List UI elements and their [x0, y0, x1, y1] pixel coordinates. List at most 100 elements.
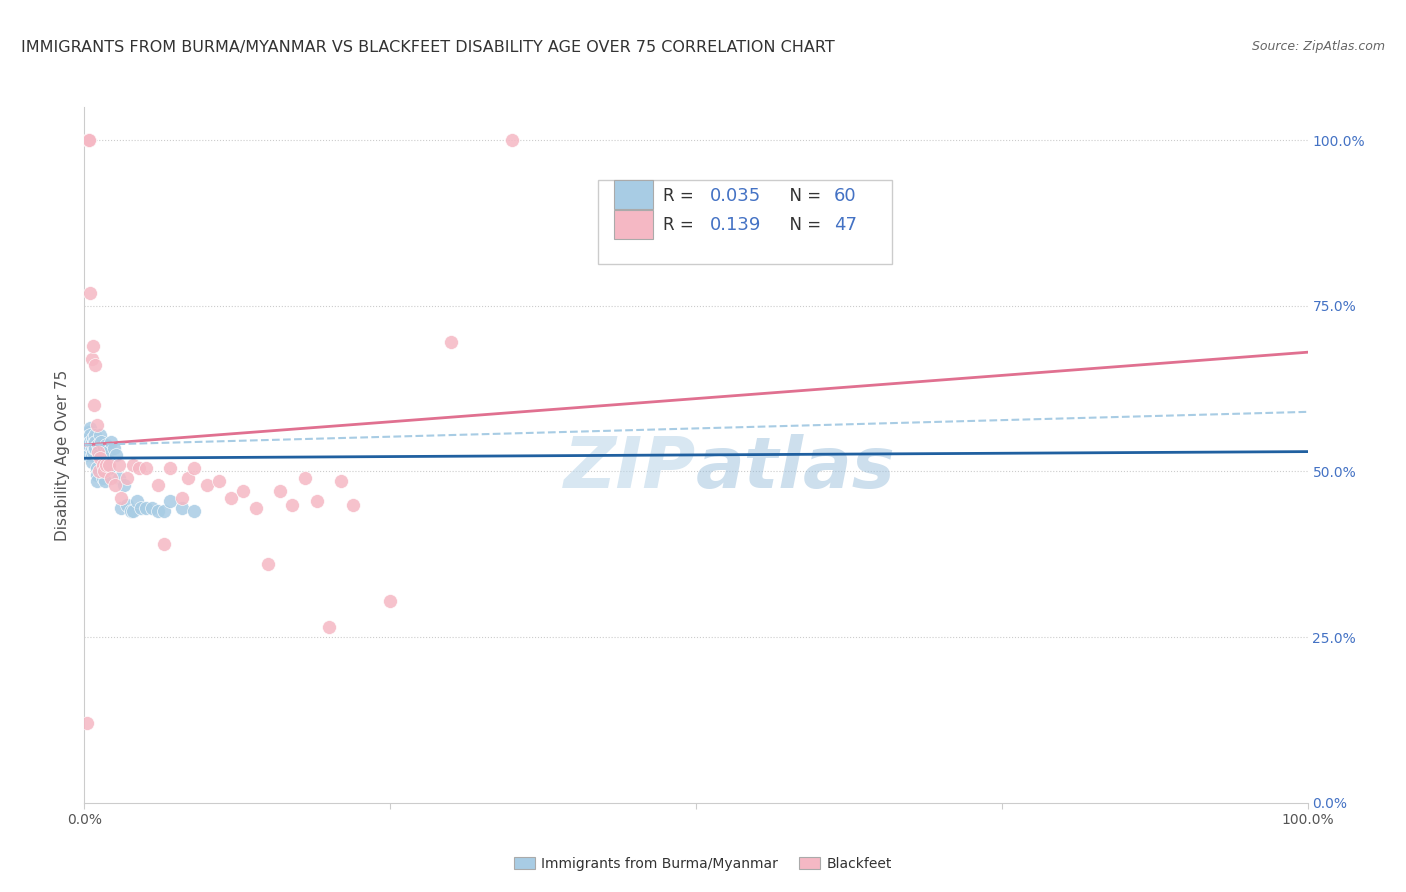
- Point: [82, 438, 104, 452]
- Text: 60: 60: [834, 187, 856, 205]
- Point: [77, 425, 100, 439]
- Point: [77, 431, 100, 445]
- Point: [135, 461, 157, 475]
- Point: [86, 467, 108, 482]
- Point: [77, 448, 100, 462]
- Point: [87, 465, 110, 479]
- Point: [122, 458, 145, 472]
- Point: [83, 434, 105, 449]
- Point: [76, 425, 98, 439]
- Point: [146, 477, 169, 491]
- Point: [83, 398, 105, 412]
- Point: [257, 558, 280, 572]
- Text: atlas: atlas: [696, 434, 896, 503]
- Point: [87, 442, 110, 456]
- Point: [77, 133, 100, 147]
- Point: [79, 285, 101, 300]
- Point: [177, 471, 200, 485]
- Point: [82, 338, 104, 352]
- Point: [281, 498, 304, 512]
- Text: ZIP: ZIP: [564, 434, 696, 503]
- Point: [87, 438, 110, 452]
- Point: [103, 442, 125, 456]
- Point: [82, 431, 104, 445]
- Point: [104, 477, 127, 491]
- Point: [91, 471, 114, 485]
- Point: [77, 438, 100, 452]
- Point: [115, 498, 138, 512]
- Point: [502, 133, 524, 147]
- Point: [318, 620, 340, 634]
- Point: [120, 504, 142, 518]
- Point: [93, 465, 115, 479]
- Point: [76, 444, 98, 458]
- Point: [141, 500, 163, 515]
- Point: [79, 428, 101, 442]
- Point: [125, 494, 148, 508]
- Text: Source: ZipAtlas.com: Source: ZipAtlas.com: [1251, 40, 1385, 54]
- Point: [80, 448, 103, 462]
- Point: [135, 500, 157, 515]
- Point: [93, 442, 115, 456]
- Point: [110, 491, 132, 505]
- Text: N =: N =: [779, 217, 827, 235]
- Point: [77, 428, 100, 442]
- Point: [97, 458, 120, 472]
- Point: [90, 434, 112, 449]
- Point: [153, 504, 176, 518]
- Point: [122, 504, 145, 518]
- Point: [87, 448, 110, 462]
- Point: [172, 500, 194, 515]
- Point: [219, 491, 242, 505]
- Point: [94, 475, 117, 489]
- Point: [269, 484, 291, 499]
- Point: [107, 471, 129, 485]
- Point: [89, 451, 111, 466]
- Point: [86, 461, 108, 475]
- Point: [79, 434, 101, 449]
- Point: [115, 471, 138, 485]
- Text: R =: R =: [664, 217, 699, 235]
- Point: [80, 442, 103, 456]
- Point: [107, 458, 129, 472]
- Point: [380, 593, 402, 607]
- Point: [80, 454, 103, 468]
- Point: [97, 444, 120, 458]
- Point: [79, 421, 101, 435]
- Point: [80, 351, 103, 366]
- Point: [159, 461, 181, 475]
- Y-axis label: Disability Age Over 75: Disability Age Over 75: [55, 369, 70, 541]
- Point: [86, 418, 108, 433]
- Point: [75, 444, 97, 458]
- FancyBboxPatch shape: [598, 180, 891, 264]
- Point: [195, 477, 218, 491]
- Point: [183, 461, 205, 475]
- Point: [97, 461, 120, 475]
- Point: [305, 494, 328, 508]
- Point: [84, 428, 107, 442]
- Text: 0.139: 0.139: [710, 217, 761, 235]
- Point: [84, 359, 107, 373]
- Point: [76, 438, 98, 452]
- Text: R =: R =: [664, 187, 699, 205]
- Point: [129, 500, 152, 515]
- Point: [172, 491, 194, 505]
- Point: [245, 500, 267, 515]
- Point: [84, 434, 107, 449]
- Point: [440, 335, 463, 350]
- Point: [77, 133, 100, 147]
- Point: [75, 434, 97, 449]
- Text: IMMIGRANTS FROM BURMA/MYANMAR VS BLACKFEET DISABILITY AGE OVER 75 CORRELATION CH: IMMIGRANTS FROM BURMA/MYANMAR VS BLACKFE…: [21, 40, 835, 55]
- Point: [100, 434, 122, 449]
- Point: [83, 442, 105, 456]
- Text: 0.035: 0.035: [710, 187, 761, 205]
- Point: [82, 444, 104, 458]
- Point: [96, 458, 118, 472]
- Point: [183, 504, 205, 518]
- FancyBboxPatch shape: [614, 210, 654, 239]
- Point: [330, 475, 353, 489]
- Point: [112, 477, 135, 491]
- Point: [89, 428, 111, 442]
- Point: [105, 448, 128, 462]
- Point: [86, 475, 108, 489]
